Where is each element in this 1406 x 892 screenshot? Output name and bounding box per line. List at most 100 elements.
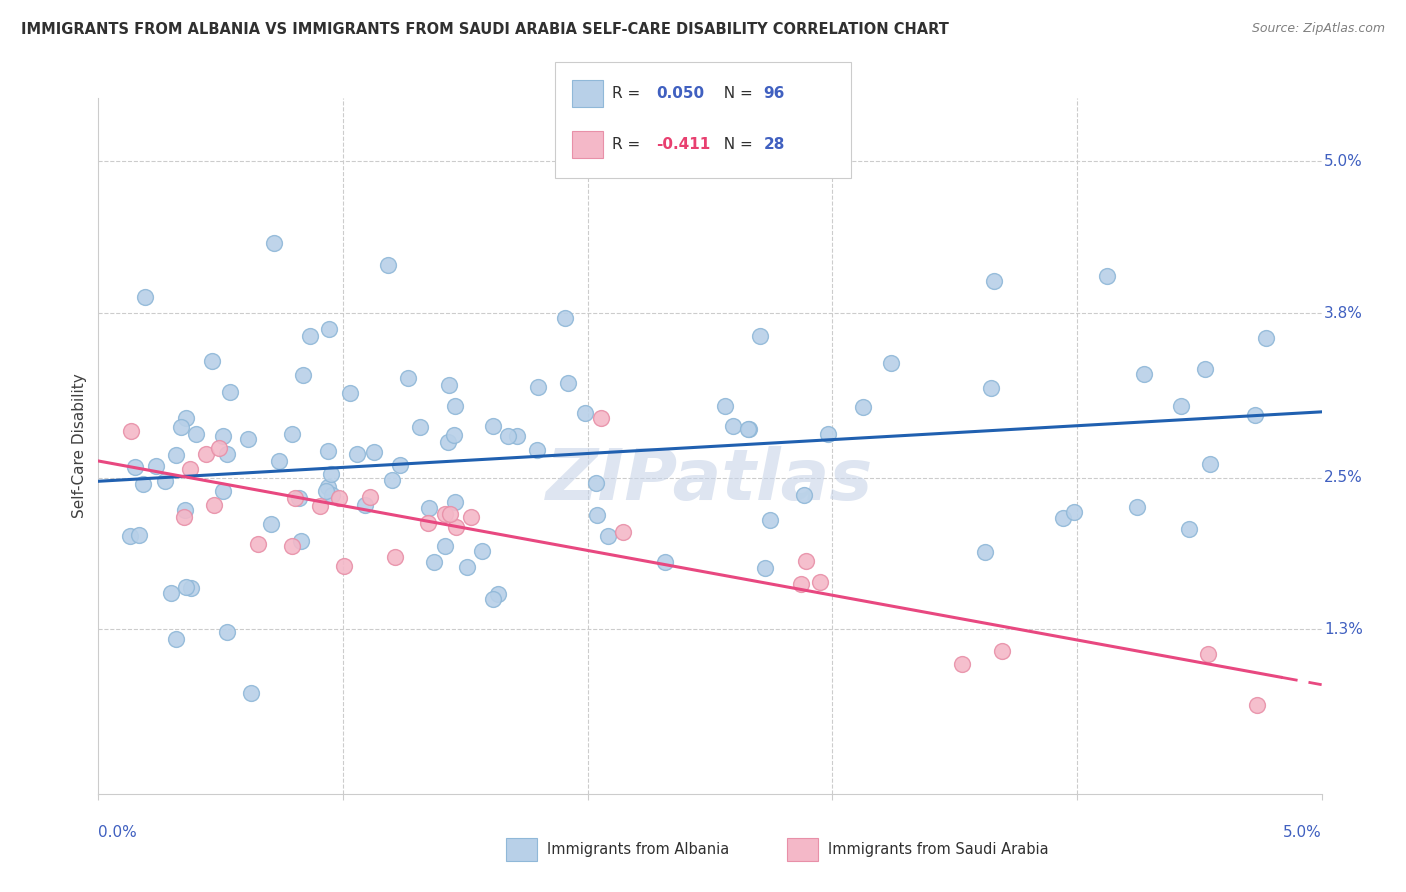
Point (134, 290, 156, 304)
Point (165, 632, 187, 647)
Point (1170, 399, 1192, 413)
Point (299, 329, 322, 343)
Point (159, 586, 181, 600)
Point (585, 476, 607, 491)
Point (591, 410, 613, 425)
Y-axis label: Self-Care Disability: Self-Care Disability (72, 374, 87, 518)
Point (174, 580, 197, 594)
Point (217, 625, 239, 640)
Point (852, 400, 875, 414)
Point (737, 422, 759, 436)
Point (586, 508, 609, 522)
Point (388, 458, 411, 473)
Point (173, 510, 195, 524)
Point (418, 501, 440, 516)
Point (316, 480, 339, 494)
Point (165, 448, 187, 462)
Point (180, 582, 202, 596)
Point (339, 386, 361, 401)
Point (1197, 647, 1219, 661)
Point (318, 322, 340, 336)
Point (118, 529, 141, 543)
Point (1126, 500, 1149, 514)
Point (460, 509, 482, 524)
Point (1194, 362, 1216, 376)
Point (1198, 457, 1220, 471)
Point (880, 356, 903, 370)
Text: Immigrants from Saudi Arabia: Immigrants from Saudi Arabia (828, 842, 1049, 856)
Point (218, 385, 240, 400)
Point (246, 536, 269, 550)
Text: Source: ZipAtlas.com: Source: ZipAtlas.com (1251, 22, 1385, 36)
Point (983, 274, 1005, 288)
Point (384, 549, 406, 564)
Text: 5.0%: 5.0% (1324, 154, 1362, 169)
Point (124, 460, 146, 475)
Text: 96: 96 (763, 86, 785, 101)
Point (439, 508, 461, 522)
Point (1095, 269, 1118, 284)
Point (288, 491, 311, 505)
Point (496, 429, 519, 443)
Point (1246, 698, 1268, 712)
Point (654, 555, 676, 569)
Point (612, 524, 634, 539)
Point (794, 554, 817, 568)
Point (381, 473, 404, 487)
Text: N =: N = (714, 136, 758, 152)
Point (423, 555, 446, 569)
Point (973, 545, 995, 559)
Point (179, 462, 201, 476)
Point (315, 483, 337, 498)
Text: 5.0%: 5.0% (1282, 825, 1322, 840)
Point (359, 490, 381, 504)
Point (817, 426, 839, 441)
Point (1063, 504, 1085, 518)
Text: -0.411: -0.411 (657, 136, 711, 152)
Point (437, 435, 460, 450)
Point (808, 575, 831, 590)
Point (354, 499, 377, 513)
Point (174, 410, 197, 425)
Point (526, 442, 548, 457)
Point (238, 432, 260, 446)
Text: N =: N = (714, 86, 758, 101)
Point (184, 426, 207, 441)
Point (557, 376, 579, 391)
Point (281, 427, 304, 442)
Text: 0.0%: 0.0% (98, 825, 138, 840)
Point (433, 539, 456, 553)
Point (145, 459, 167, 474)
Point (471, 544, 494, 558)
Point (506, 429, 529, 443)
Point (284, 491, 307, 505)
Point (554, 311, 576, 326)
Point (444, 495, 467, 509)
Point (346, 447, 368, 461)
Point (1256, 331, 1278, 345)
Point (260, 516, 283, 531)
Text: IMMIGRANTS FROM ALBANIA VS IMMIGRANTS FROM SAUDI ARABIA SELF-CARE DISABILITY COR: IMMIGRANTS FROM ALBANIA VS IMMIGRANTS FR… (21, 22, 949, 37)
Text: 28: 28 (763, 136, 785, 152)
Point (1243, 408, 1265, 422)
Point (950, 657, 973, 671)
Point (267, 454, 290, 468)
Text: Immigrants from Albania: Immigrants from Albania (547, 842, 730, 856)
Text: ZIPatlas: ZIPatlas (547, 446, 873, 516)
Point (481, 592, 503, 607)
Point (1133, 367, 1156, 381)
Point (456, 560, 478, 574)
Point (132, 476, 155, 491)
Point (240, 686, 263, 700)
Point (128, 528, 150, 542)
Point (333, 558, 356, 573)
Point (174, 503, 197, 517)
Point (574, 406, 596, 420)
Point (396, 370, 419, 384)
Point (319, 467, 342, 482)
Text: 1.3%: 1.3% (1324, 622, 1362, 637)
Point (433, 507, 456, 521)
Point (120, 425, 142, 439)
Text: 0.050: 0.050 (657, 86, 704, 101)
Point (721, 418, 744, 433)
